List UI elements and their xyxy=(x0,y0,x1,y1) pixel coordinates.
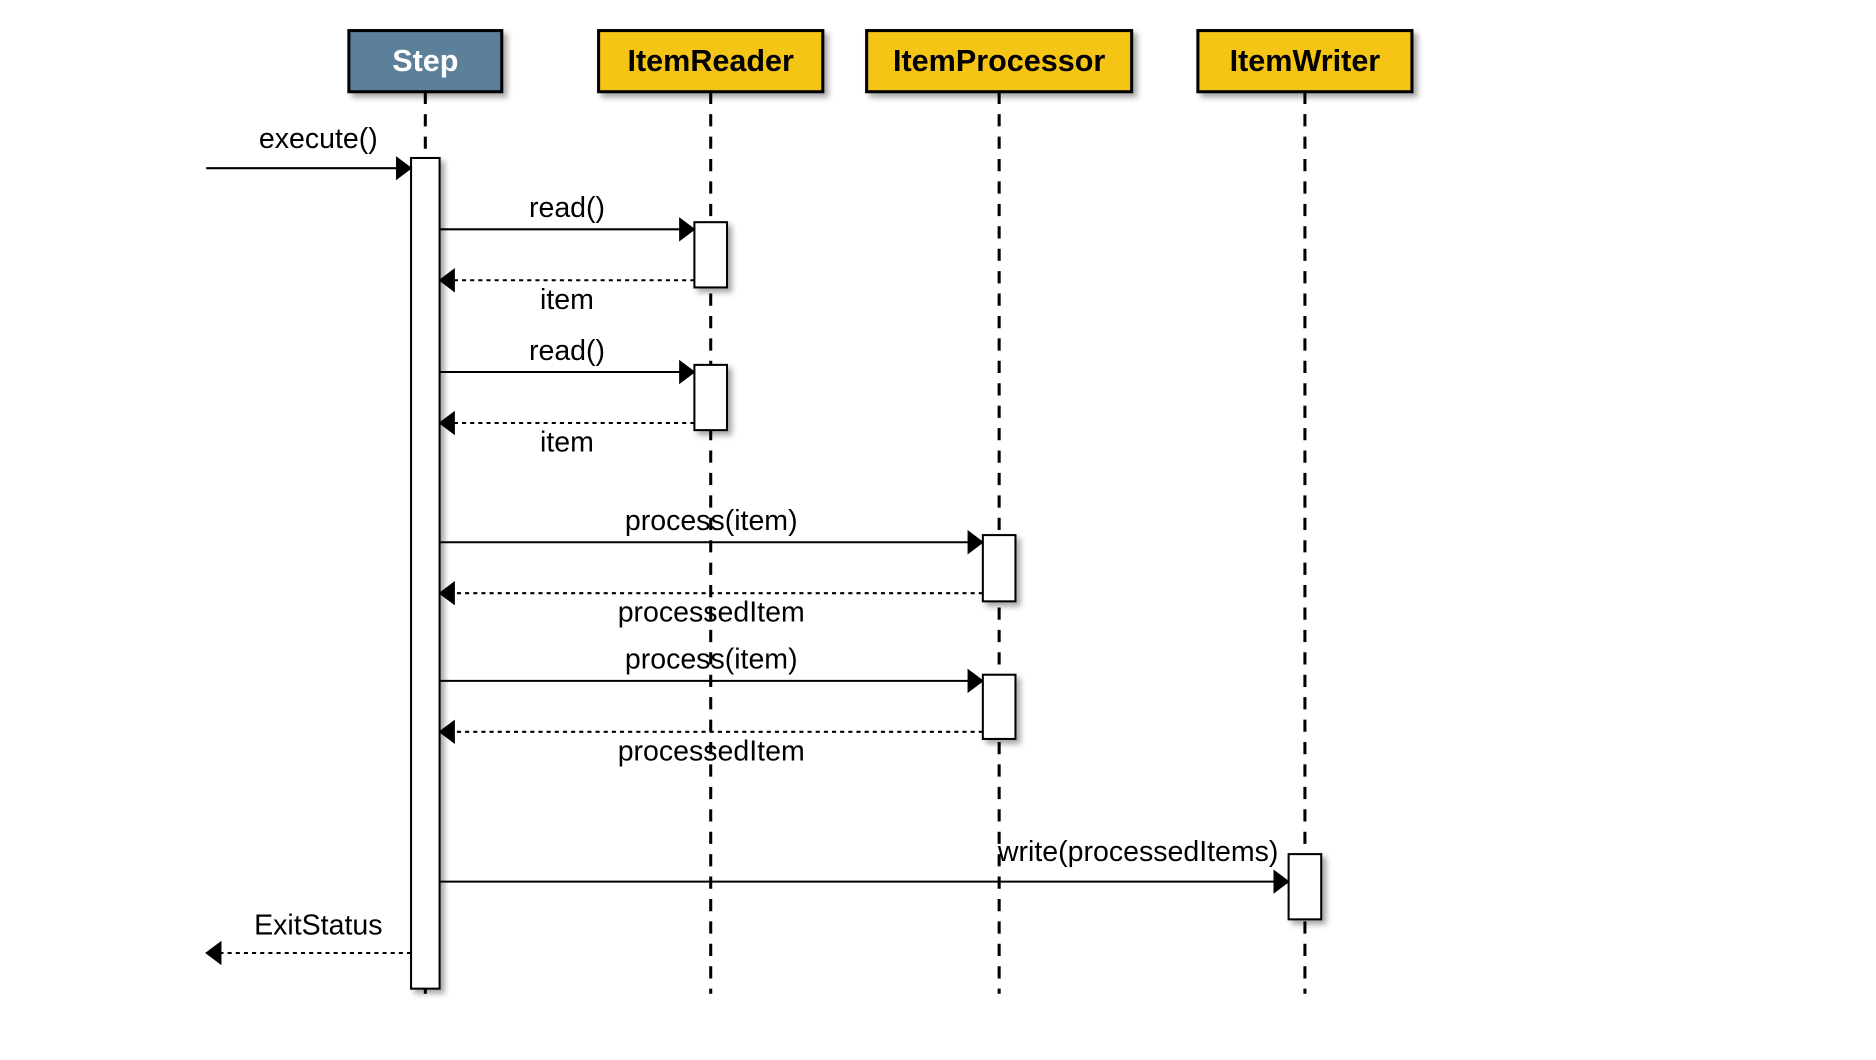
message-label: item xyxy=(540,427,594,459)
activation-reader-2 xyxy=(694,365,727,430)
message-label: read() xyxy=(529,335,605,367)
participant-step: Step xyxy=(349,31,502,92)
activation-writer-5 xyxy=(1289,854,1322,919)
message-label: ExitStatus xyxy=(254,910,382,942)
participant-label: ItemWriter xyxy=(1230,44,1381,78)
message-label: item xyxy=(540,284,594,316)
participant-label: ItemProcessor xyxy=(893,44,1105,78)
activation-reader-1 xyxy=(694,222,727,287)
message-label: write(processedItems) xyxy=(997,836,1278,868)
activation-processor-3 xyxy=(983,535,1016,601)
message-label: processedItem xyxy=(618,735,805,767)
participant-label: ItemReader xyxy=(627,44,794,78)
participant-label: Step xyxy=(392,44,458,78)
message-label: execute() xyxy=(259,123,378,155)
sequence-diagram: Step ItemReader ItemProcessor ItemWriter exe… xyxy=(0,0,1876,1060)
activation-processor-4 xyxy=(983,675,1016,739)
message-label: process(item) xyxy=(625,505,798,537)
message-label: process(item) xyxy=(625,644,798,676)
participant-writer: ItemWriter xyxy=(1198,31,1412,92)
message-label: read() xyxy=(529,192,605,224)
message-label: processedItem xyxy=(618,597,805,629)
participant-reader: ItemReader xyxy=(599,31,823,92)
activation-step-0 xyxy=(411,158,440,989)
participant-processor: ItemProcessor xyxy=(867,31,1132,92)
